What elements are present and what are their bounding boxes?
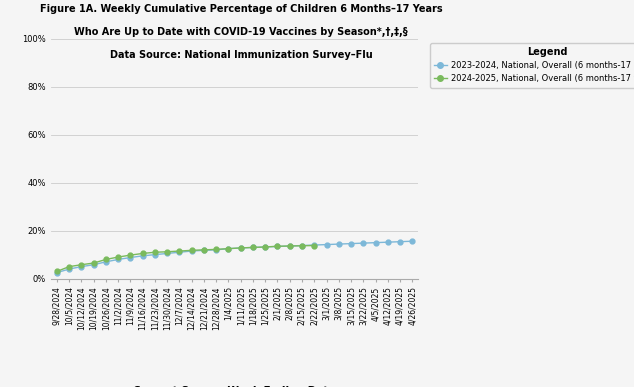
Text: Figure 1A. Weekly Cumulative Percentage of Children 6 Months–17 Years: Figure 1A. Weekly Cumulative Percentage … <box>39 4 443 14</box>
X-axis label: Current Season Week Ending Date: Current Season Week Ending Date <box>133 385 336 387</box>
Text: Who Are Up to Date with COVID-19 Vaccines by Season*,†,‡,§: Who Are Up to Date with COVID-19 Vaccine… <box>74 27 408 37</box>
Legend: 2023-2024, National, Overall (6 months-17 years), 2024-2025, National, Overall (: 2023-2024, National, Overall (6 months-1… <box>430 43 634 87</box>
Text: Data Source: National Immunization Survey–Flu: Data Source: National Immunization Surve… <box>110 50 372 60</box>
